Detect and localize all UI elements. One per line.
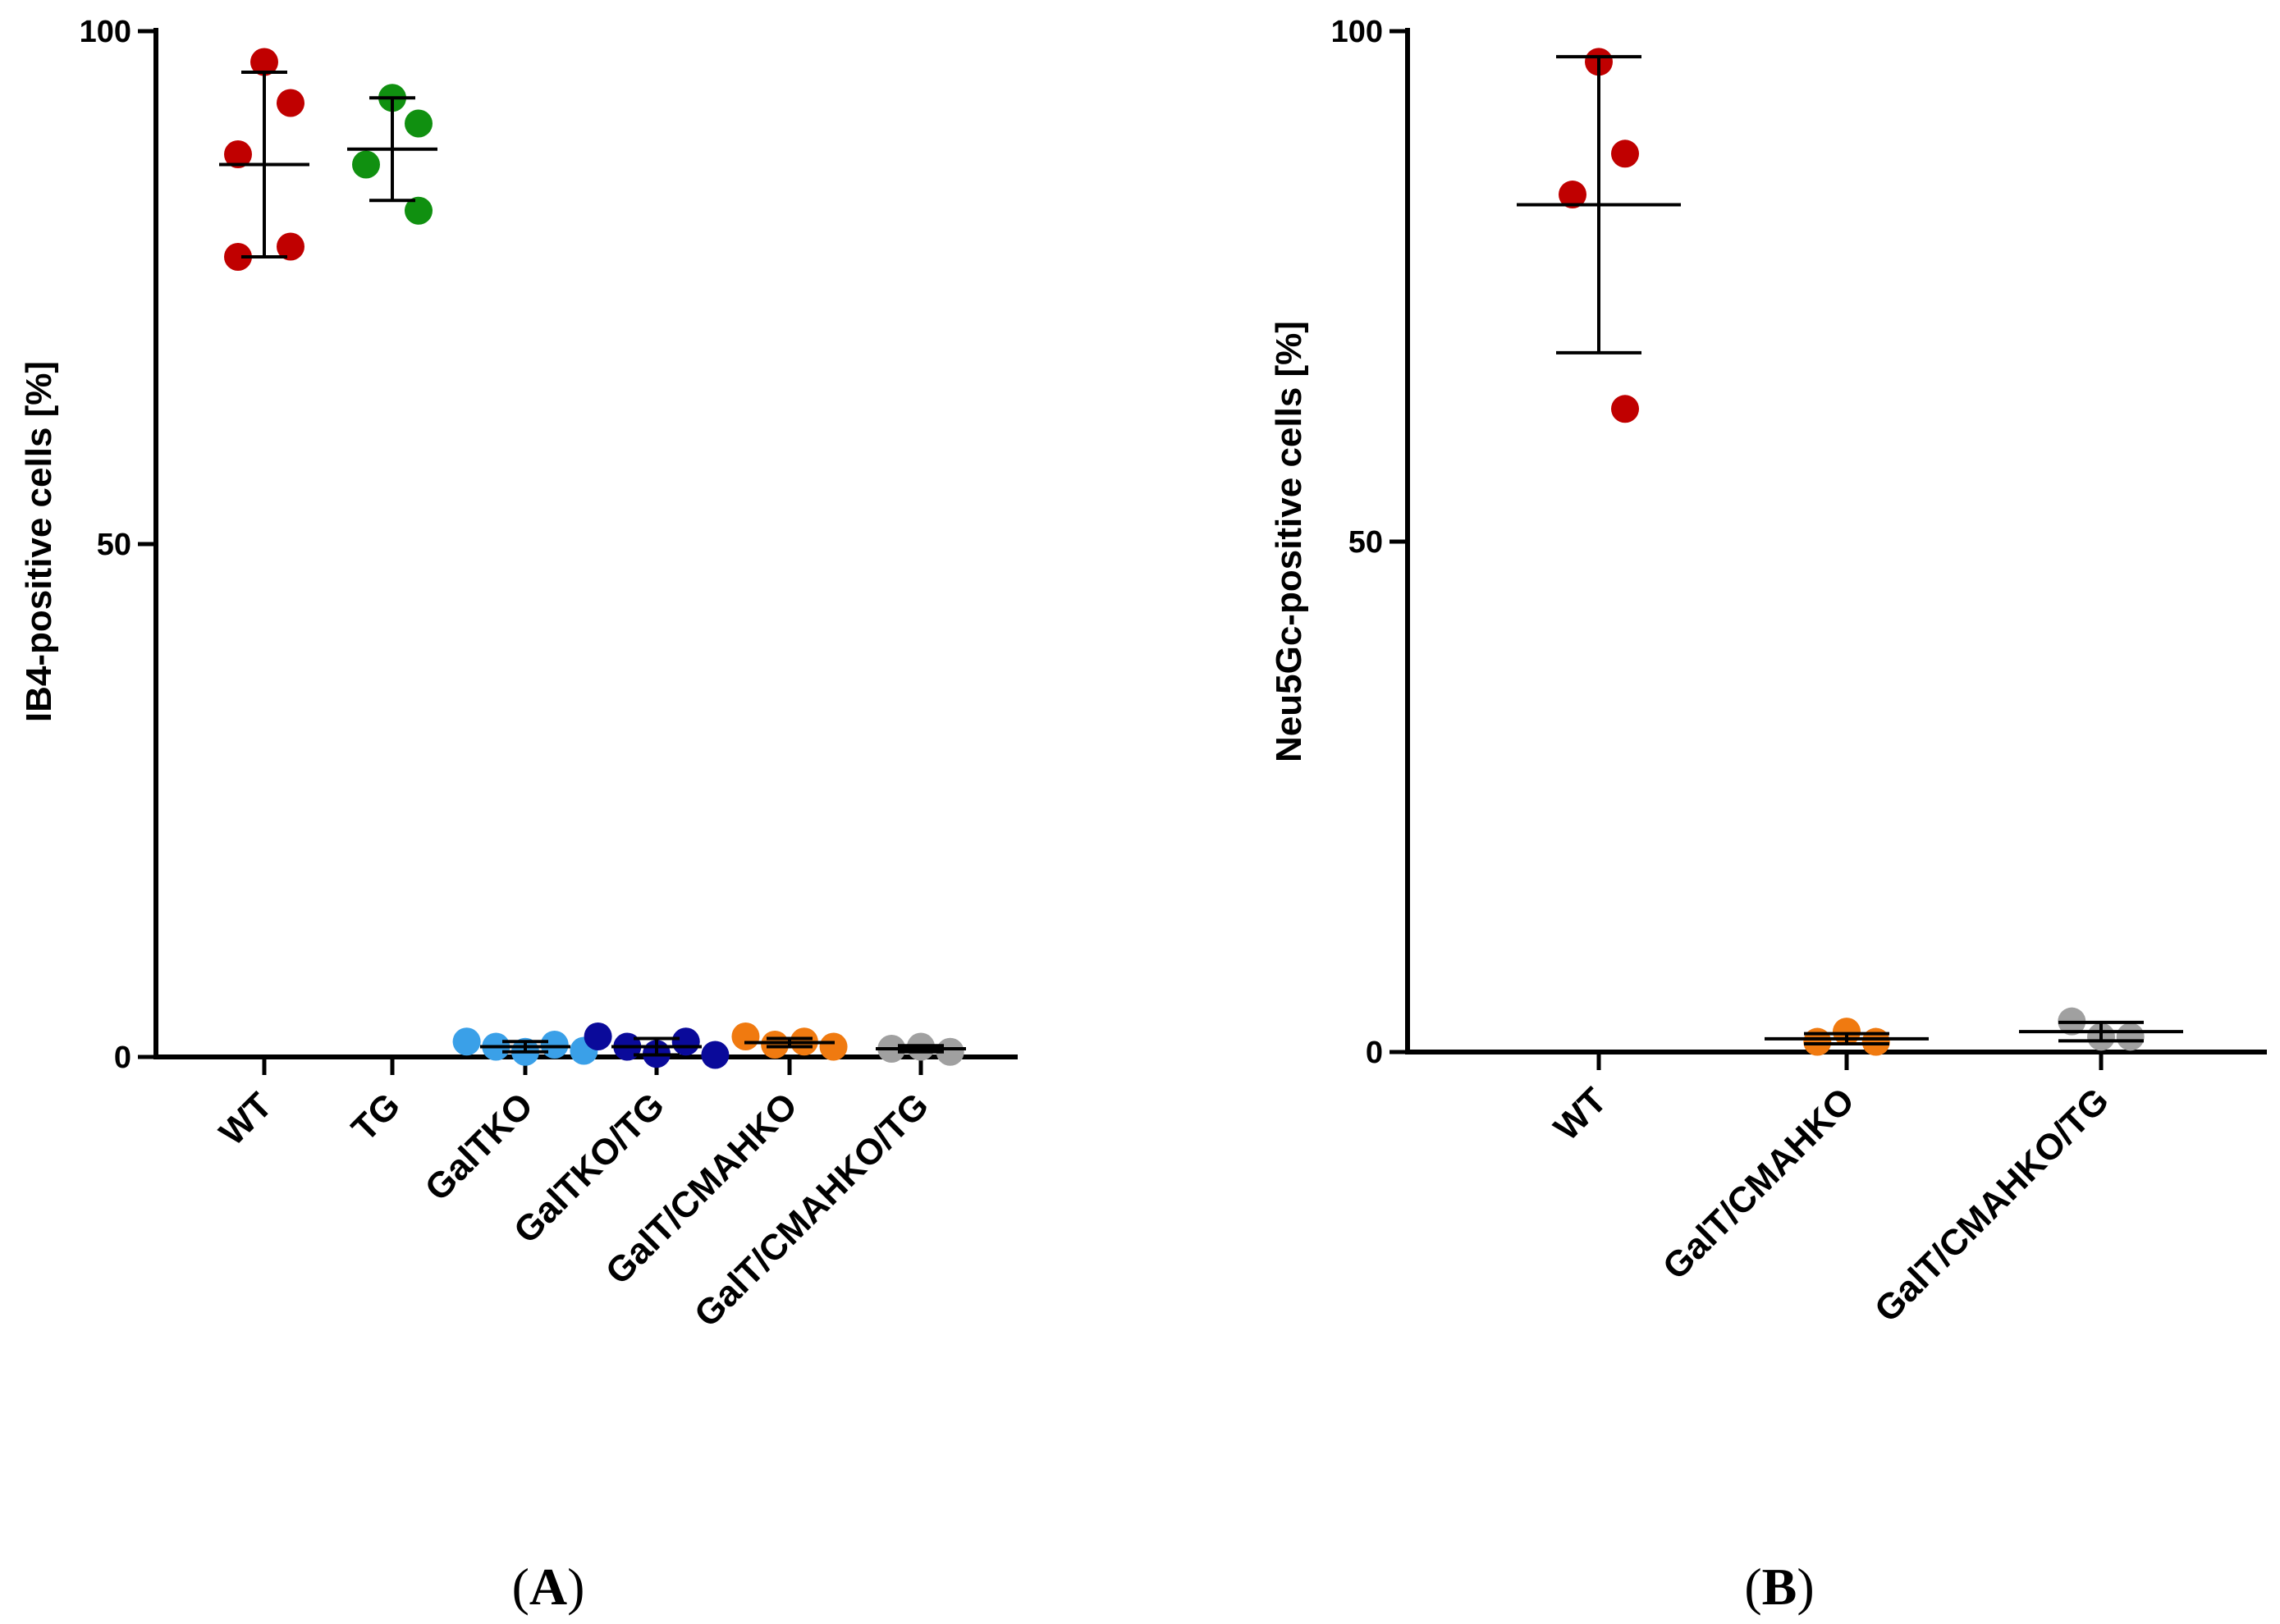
panel-b-y-tick-label: 50 bbox=[1348, 525, 1383, 560]
panel-b-y-axis-title: Neu5Gc-positive cells [%] bbox=[1269, 321, 1309, 762]
panel-a-y-tick-label: 0 bbox=[114, 1041, 131, 1075]
panel-b-y-tick-label: 100 bbox=[1331, 15, 1383, 49]
panel-a-point bbox=[452, 1027, 481, 1056]
panel-a-chart: 0 50 100 IB4-positive cells [%] WT TG GalTKO Ga… bbox=[19, 15, 1018, 1335]
panel-a-point bbox=[277, 89, 304, 117]
panel-b-y-tick-label: 0 bbox=[1366, 1036, 1383, 1070]
panel-b-point bbox=[2116, 1022, 2145, 1051]
panel-a-y-tick-label: 100 bbox=[80, 15, 131, 49]
panel-a-point bbox=[352, 150, 380, 179]
panel-a-point bbox=[584, 1022, 612, 1050]
panel-a-point bbox=[405, 109, 433, 138]
panel-a-y-axis-title: IB4-positive cells [%] bbox=[19, 361, 59, 722]
panel-a-x-tick-label: GalT/CMAHKO/TG bbox=[687, 1085, 936, 1334]
panel-a-point bbox=[277, 232, 304, 261]
panel-a-x-tick-label: WT bbox=[212, 1085, 280, 1153]
panel-b-point bbox=[1611, 395, 1639, 423]
panel-b-point bbox=[1559, 181, 1586, 209]
panel-a-point bbox=[731, 1022, 760, 1050]
panel-b-x-tick-label: GalT/CMAHKO/TG bbox=[1867, 1080, 2117, 1329]
panel-a-point bbox=[761, 1031, 790, 1059]
panel-b-label: (B) bbox=[1744, 1558, 1814, 1616]
panel-a-y-tick-label: 50 bbox=[97, 528, 131, 562]
panel-a-point bbox=[224, 140, 252, 168]
panel-a-point bbox=[405, 196, 433, 225]
panel-a-point bbox=[224, 243, 252, 271]
panel-a-point bbox=[250, 48, 278, 76]
panel-a-label: (A) bbox=[512, 1558, 585, 1616]
panel-b-chart: 0 50 100 Neu5Gc-positive cells [%] WT GalT/CM… bbox=[1269, 15, 2267, 1330]
panel-a-point bbox=[701, 1041, 730, 1069]
panel-b-x-tick-label: WT bbox=[1546, 1080, 1614, 1148]
panel-a-point bbox=[819, 1032, 848, 1061]
panel-a-point bbox=[671, 1027, 700, 1056]
panel-a-x-tick-label: GalTKO bbox=[418, 1085, 541, 1208]
panel-b-x-tick-label: GalT/CMAHKO bbox=[1655, 1080, 1862, 1287]
panel-b-point bbox=[1611, 140, 1639, 168]
panel-a-x-tick-label: TG bbox=[344, 1085, 408, 1149]
panel-a-point bbox=[540, 1031, 569, 1059]
